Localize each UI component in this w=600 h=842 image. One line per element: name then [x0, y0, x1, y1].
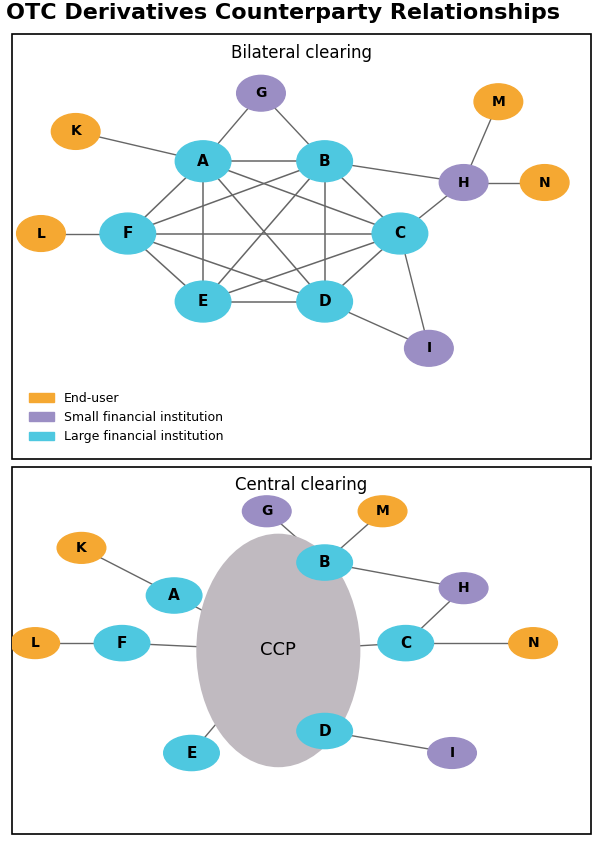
Text: K: K — [76, 541, 87, 555]
Circle shape — [358, 496, 407, 526]
Circle shape — [297, 713, 352, 749]
Circle shape — [175, 141, 231, 182]
Text: D: D — [319, 294, 331, 309]
Ellipse shape — [197, 535, 359, 766]
Text: H: H — [458, 581, 469, 595]
Text: G: G — [261, 504, 272, 519]
Circle shape — [164, 735, 219, 770]
Text: H: H — [458, 175, 469, 189]
Circle shape — [520, 165, 569, 200]
Text: L: L — [31, 636, 40, 650]
FancyBboxPatch shape — [12, 34, 591, 459]
Circle shape — [297, 141, 352, 182]
Text: B: B — [319, 555, 331, 570]
Text: B: B — [319, 154, 331, 168]
Text: L: L — [37, 226, 46, 241]
Circle shape — [378, 626, 434, 661]
Circle shape — [175, 281, 231, 322]
Circle shape — [428, 738, 476, 769]
Text: C: C — [400, 636, 411, 651]
Text: CCP: CCP — [260, 642, 296, 659]
FancyBboxPatch shape — [12, 467, 591, 834]
Text: A: A — [168, 588, 180, 603]
Text: I: I — [427, 341, 431, 355]
Text: A: A — [197, 154, 209, 168]
Circle shape — [404, 330, 453, 366]
Circle shape — [372, 213, 428, 254]
Text: G: G — [255, 86, 266, 100]
Text: M: M — [376, 504, 389, 519]
Text: N: N — [527, 636, 539, 650]
Text: E: E — [187, 745, 197, 760]
Text: M: M — [491, 94, 505, 109]
Text: Bilateral clearing: Bilateral clearing — [231, 45, 372, 62]
Circle shape — [146, 578, 202, 613]
Circle shape — [509, 628, 557, 658]
Text: Central clearing: Central clearing — [235, 477, 368, 494]
Circle shape — [94, 626, 150, 661]
Text: D: D — [319, 723, 331, 738]
Circle shape — [439, 573, 488, 604]
Circle shape — [100, 213, 155, 254]
Text: I: I — [449, 746, 455, 760]
Circle shape — [439, 165, 488, 200]
Text: C: C — [394, 226, 406, 241]
Text: F: F — [122, 226, 133, 241]
Circle shape — [17, 216, 65, 252]
Text: K: K — [70, 125, 81, 138]
Circle shape — [297, 545, 352, 580]
Circle shape — [236, 75, 285, 111]
Circle shape — [242, 496, 291, 526]
Circle shape — [52, 114, 100, 149]
Circle shape — [474, 84, 523, 120]
Circle shape — [57, 532, 106, 563]
Legend: End-user, Small financial institution, Large financial institution: End-user, Small financial institution, L… — [24, 386, 229, 449]
Text: N: N — [539, 175, 550, 189]
Text: E: E — [198, 294, 208, 309]
Circle shape — [11, 628, 59, 658]
Text: F: F — [117, 636, 127, 651]
Circle shape — [297, 281, 352, 322]
Text: OTC Derivatives Counterparty Relationships: OTC Derivatives Counterparty Relationshi… — [6, 3, 560, 23]
